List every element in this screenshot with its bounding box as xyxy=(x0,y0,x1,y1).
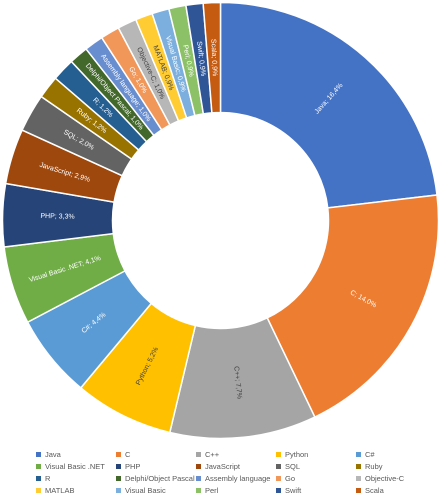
legend-swatch xyxy=(356,464,361,469)
legend-swatch xyxy=(196,464,201,469)
legend-label: MATLAB xyxy=(45,486,74,495)
legend-swatch xyxy=(276,464,281,469)
legend-item-php: PHP xyxy=(116,462,140,471)
legend-item-perl: Perl xyxy=(196,486,219,495)
legend-label: JavaScript xyxy=(205,462,241,471)
legend-label: Visual Basic .NET xyxy=(45,462,105,471)
legend-swatch xyxy=(276,452,281,457)
legend-item-delphi-object-pascal: Delphi/Object Pascal xyxy=(116,474,195,483)
legend-label: C xyxy=(125,450,131,459)
legend-label: Ruby xyxy=(365,462,383,471)
legend-label: Swift xyxy=(285,486,302,495)
legend-item-objective-c: Objective-C xyxy=(356,474,405,483)
slice-label-php: PHP; 3,3% xyxy=(40,213,74,221)
slice-c xyxy=(266,194,440,419)
slice-label-swift: Swift; 0,9% xyxy=(195,41,206,77)
legend-label: Scala xyxy=(365,486,385,495)
legend-swatch xyxy=(276,488,281,493)
legend-label: Assembly language xyxy=(205,474,270,483)
legend-item-visual-basic-net: Visual Basic .NET xyxy=(36,462,105,471)
legend-label: Visual Basic xyxy=(125,486,166,495)
legend-swatch xyxy=(356,488,361,493)
legend-label: SQL xyxy=(285,462,300,471)
legend-swatch xyxy=(36,488,41,493)
legend-label: Objective-C xyxy=(365,474,405,483)
slice-label-c: C++; 7,7% xyxy=(232,366,242,400)
legend-item-go: Go xyxy=(276,474,295,483)
legend-swatch xyxy=(116,488,121,493)
donut-slices xyxy=(1,1,440,440)
legend-swatch xyxy=(196,452,201,457)
legend-item-c: C++ xyxy=(196,450,220,459)
legend-item-c: C# xyxy=(356,450,375,459)
legend-swatch xyxy=(356,476,361,481)
legend-item-visual-basic: Visual Basic xyxy=(116,486,166,495)
legend-label: Java xyxy=(45,450,62,459)
legend-item-r: R xyxy=(36,474,51,483)
legend-label: PHP xyxy=(125,462,140,471)
legend-label: C++ xyxy=(205,450,220,459)
slice-scala xyxy=(202,1,222,114)
legend-item-javascript: JavaScript xyxy=(196,462,241,471)
legend-swatch xyxy=(116,452,121,457)
legend-swatch xyxy=(276,476,281,481)
legend-item-python: Python xyxy=(276,450,308,459)
legend-label: Python xyxy=(285,450,308,459)
legend-label: C# xyxy=(365,450,375,459)
legend-item-assembly-language: Assembly language xyxy=(196,474,270,483)
legend-label: R xyxy=(45,474,51,483)
legend-label: Delphi/Object Pascal xyxy=(125,474,195,483)
slice-label-scala: Scala; 0,9% xyxy=(209,39,217,77)
legend-swatch xyxy=(36,464,41,469)
legend-item-java: Java xyxy=(36,450,62,459)
legend-swatch xyxy=(116,476,121,481)
legend-swatch xyxy=(196,488,201,493)
legend-item-sql: SQL xyxy=(276,462,300,471)
legend-label: Perl xyxy=(205,486,219,495)
legend-swatch xyxy=(116,464,121,469)
legend-item-swift: Swift xyxy=(276,486,302,495)
legend-label: Go xyxy=(285,474,295,483)
chart-legend: Java C C++ Python C# Visual Basic .NET PHP Java… xyxy=(36,450,405,495)
legend-swatch xyxy=(36,452,41,457)
slice-java xyxy=(219,1,438,209)
legend-item-ruby: Ruby xyxy=(356,462,383,471)
legend-swatch xyxy=(196,476,201,481)
legend-item-c: C xyxy=(116,450,131,459)
legend-swatch xyxy=(36,476,41,481)
legend-item-scala: Scala xyxy=(356,486,385,495)
legend-swatch xyxy=(356,452,361,457)
legend-item-matlab: MATLAB xyxy=(36,486,74,495)
